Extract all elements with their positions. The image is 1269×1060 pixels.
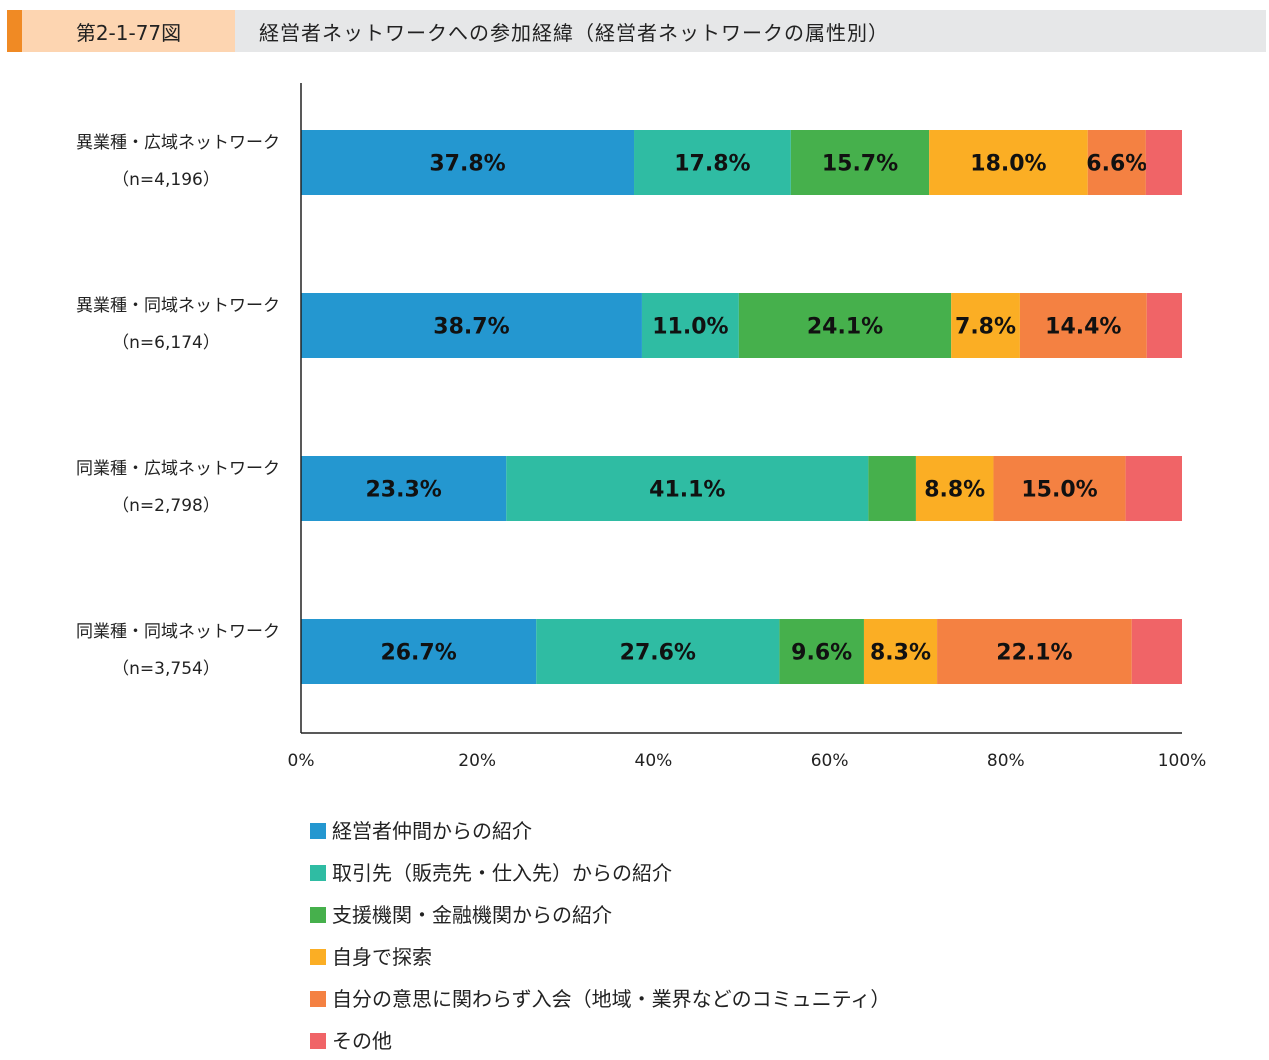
bar-segment (929, 130, 1088, 195)
category-label: 異業種・広域ネットワーク (76, 133, 280, 153)
bar-segment (634, 130, 791, 195)
bar-segment (868, 456, 916, 521)
legend-label: 自分の意思に関わらず入会（地域・業界などのコミュニティ） (332, 986, 891, 1011)
legend-item: その他 (310, 1018, 890, 1060)
bar-segment (1125, 456, 1182, 521)
bar-segment (915, 456, 994, 521)
bar-segment (301, 130, 635, 195)
bar-segment (536, 619, 780, 684)
legend-item: 取引先（販売先・仕入先）からの紹介 (310, 850, 890, 892)
x-tick-label: 0% (288, 751, 315, 771)
chart-title: 経営者ネットワークへの参加経緯（経営者ネットワークの属性別） (235, 10, 1266, 52)
legend-swatch (310, 1033, 326, 1049)
data-label: 41.1% (649, 478, 725, 503)
legend-item: 自分の意思に関わらず入会（地域・業界などのコミュニティ） (310, 976, 890, 1018)
category-n-label: （n=3,754） (112, 659, 220, 679)
legend-label: その他 (332, 1028, 392, 1053)
data-label: 15.7% (822, 152, 898, 177)
data-label: 8.8% (924, 478, 985, 503)
category-n-label: （n=4,196） (112, 170, 220, 190)
legend-item: 経営者仲間からの紹介 (310, 808, 890, 850)
data-label: 24.1% (807, 315, 883, 340)
bar-segment (993, 456, 1126, 521)
bar-segment (301, 293, 642, 358)
data-label: 23.3% (365, 478, 441, 503)
category-label: 異業種・同域ネットワーク (76, 296, 280, 316)
figure-header: 第2-1-77図 経営者ネットワークへの参加経緯（経営者ネットワークの属性別） (7, 10, 1266, 52)
x-tick-label: 100% (1158, 751, 1207, 771)
data-label: 22.1% (996, 641, 1072, 666)
legend-label: 支援機関・金融機関からの紹介 (332, 902, 612, 927)
data-label: 8.3% (870, 641, 931, 666)
category-label: 同業種・同域ネットワーク (76, 622, 280, 642)
bar-segment (1131, 619, 1182, 684)
data-label: 37.8% (429, 152, 505, 177)
bar-segment (1145, 130, 1182, 195)
legend-swatch (310, 949, 326, 965)
bar-segment (1146, 293, 1182, 358)
legend-swatch (310, 823, 326, 839)
legend-swatch (310, 991, 326, 1007)
data-label: 27.6% (620, 641, 696, 666)
legend: 経営者仲間からの紹介取引先（販売先・仕入先）からの紹介 支援機関・金融機関からの紹… (310, 808, 890, 1060)
bar-segment (779, 619, 864, 684)
legend-item: 支援機関・金融機関からの紹介 (310, 892, 890, 934)
category-n-label: （n=6,174） (112, 333, 220, 353)
data-label: 26.7% (380, 641, 456, 666)
data-label: 7.8% (955, 315, 1016, 340)
data-label: 9.6% (791, 641, 852, 666)
data-label: 38.7% (433, 315, 509, 340)
data-label: 17.8% (674, 152, 750, 177)
bar-segment (790, 130, 930, 195)
data-label: 15.0% (1021, 478, 1097, 503)
data-label: 6.6% (1086, 152, 1147, 177)
bar-segment (1087, 130, 1146, 195)
bar-segment (738, 293, 952, 358)
data-label: 14.4% (1045, 315, 1121, 340)
legend-swatch (310, 907, 326, 923)
bar-segment (506, 456, 869, 521)
legend-label: 経営者仲間からの紹介 (332, 818, 532, 843)
legend-label: 自身で探索 (332, 944, 432, 969)
x-tick-label: 80% (987, 751, 1025, 771)
legend-label: 取引先（販売先・仕入先）からの紹介 (332, 860, 672, 885)
category-label: 同業種・広域ネットワーク (76, 459, 280, 479)
legend-swatch (310, 865, 326, 881)
category-n-label: （n=2,798） (112, 496, 220, 516)
figure-number: 第2-1-77図 (22, 10, 235, 52)
bar-segment (301, 456, 507, 521)
x-tick-label: 40% (635, 751, 673, 771)
legend-item: 自身で探索 (310, 934, 890, 976)
bar-segment (641, 293, 739, 358)
bar-segment (937, 619, 1132, 684)
bar-segment (301, 619, 537, 684)
x-tick-label: 20% (458, 751, 496, 771)
data-label: 11.0% (652, 315, 728, 340)
stacked-bar-chart: 異業種・広域ネットワーク （n=4,196） 37.8% 17.8% 15.7% 18.0… (76, 83, 1207, 771)
bar-segment (863, 619, 938, 684)
x-tick-label: 60% (811, 751, 849, 771)
header-accent (7, 10, 22, 52)
bar-segment (1019, 293, 1147, 358)
data-label: 18.0% (970, 152, 1046, 177)
bar-segment (951, 293, 1020, 358)
